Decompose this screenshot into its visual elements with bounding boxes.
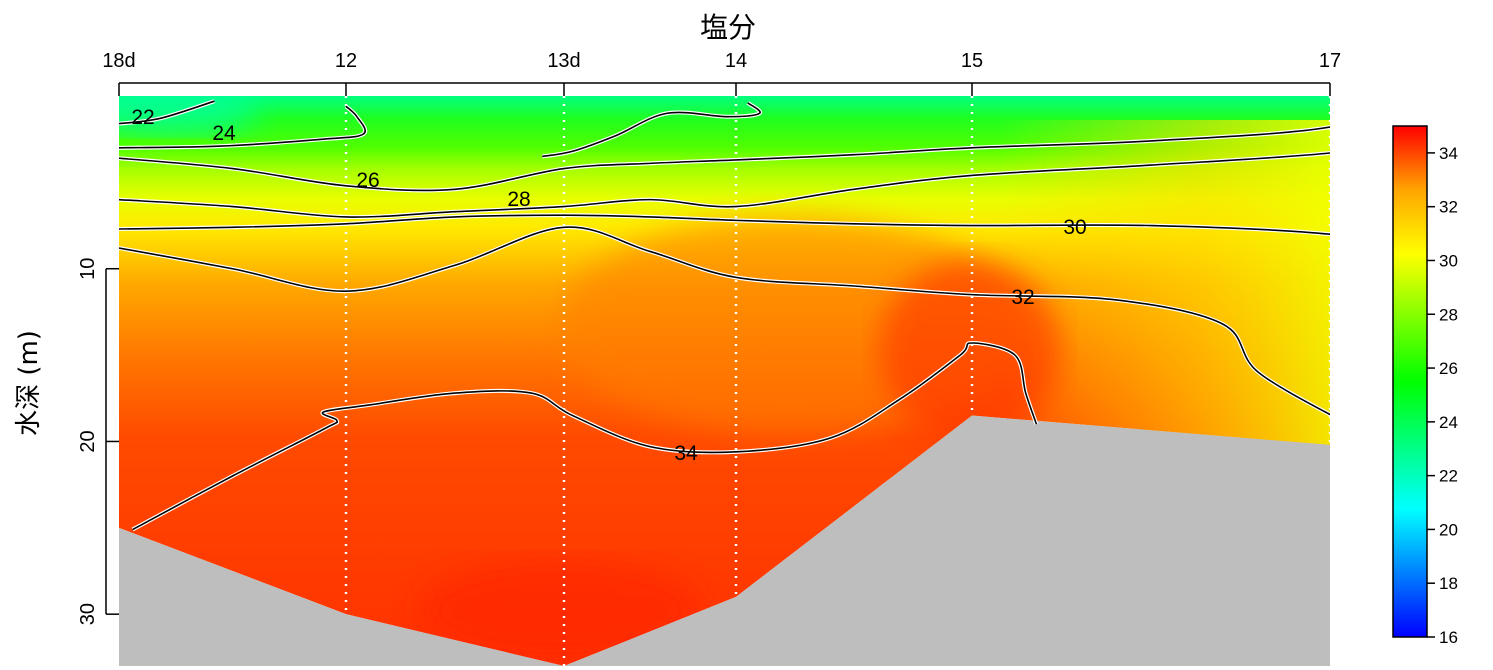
contour-label: 28 <box>507 188 530 211</box>
contour-label: 26 <box>356 169 379 192</box>
salinity-field <box>119 96 1330 666</box>
colorbar-tick-label: 30 <box>1439 251 1458 270</box>
colorbar-tick-label: 18 <box>1439 574 1458 593</box>
depth-tick-label: 10 <box>77 258 99 280</box>
colorbar-scale <box>1392 125 1428 638</box>
contour-line-22 <box>119 100 215 125</box>
station-tick-label: 17 <box>1319 50 1341 72</box>
station-tick-label: 13d <box>547 50 580 72</box>
y-axis-label: 水深 (m) <box>14 330 44 436</box>
depth-tick-label: 20 <box>77 430 99 452</box>
contour-label: 30 <box>1063 216 1086 239</box>
contour-label-group: 28 <box>507 188 530 211</box>
contour-line-34 <box>132 342 1038 531</box>
station-tick-label: 18d <box>102 50 135 72</box>
contour-label: 32 <box>1011 286 1034 309</box>
contour-label-group: 26 <box>356 169 379 192</box>
field-core <box>880 260 1060 440</box>
chart-title: 塩分 <box>700 11 756 44</box>
station-tick-label: 14 <box>725 50 747 72</box>
seabed-area <box>119 415 1330 666</box>
depth-tick-label: 30 <box>77 603 99 625</box>
field-deep-core <box>420 560 700 660</box>
contour-label-group: 22 <box>131 106 154 129</box>
colorbar-tick-label: 22 <box>1439 467 1458 486</box>
colorbar: 16 18 20 22 24 26 28 30 32 34 <box>1392 125 1458 647</box>
contour-label: 34 <box>674 442 698 465</box>
contour-line-24 <box>119 105 366 149</box>
colorbar-tick-label: 28 <box>1439 305 1458 324</box>
depth-axis: 10 20 30 <box>77 258 119 625</box>
contour-line-30 <box>119 214 1330 235</box>
colorbar-tick-label: 24 <box>1439 413 1458 432</box>
contour-line-28 <box>119 152 1330 218</box>
field-east-fresh <box>1000 120 1330 480</box>
contour-label-group: 30 <box>1063 216 1086 239</box>
colorbar-tick-label: 20 <box>1439 520 1458 539</box>
contour-line-26 <box>119 126 1330 192</box>
colorbar-tick-label: 26 <box>1439 359 1458 378</box>
contour-label: 24 <box>212 122 236 145</box>
colorbar-tick-label: 32 <box>1439 198 1458 217</box>
contour-label-group: 34 <box>674 442 698 465</box>
plot-area: 22 24 26 28 30 32 34 <box>119 96 1330 666</box>
contour-line-24 <box>542 102 761 158</box>
contour-label-group: 24 <box>212 122 236 145</box>
contour-label-group: 32 <box>1011 286 1034 309</box>
station-axis: 18d 12 13d 14 15 17 <box>102 50 1341 96</box>
contour-line-32 <box>119 226 1330 416</box>
station-tick-label: 12 <box>335 50 357 72</box>
colorbar-tick-label: 34 <box>1439 144 1458 163</box>
station-lines <box>344 96 1330 666</box>
contour-label: 22 <box>131 106 154 129</box>
contour-lines: 22 24 26 28 30 32 34 <box>119 99 1330 532</box>
station-tick-label: 15 <box>961 50 983 72</box>
colorbar-tick-label: 16 <box>1439 628 1458 647</box>
